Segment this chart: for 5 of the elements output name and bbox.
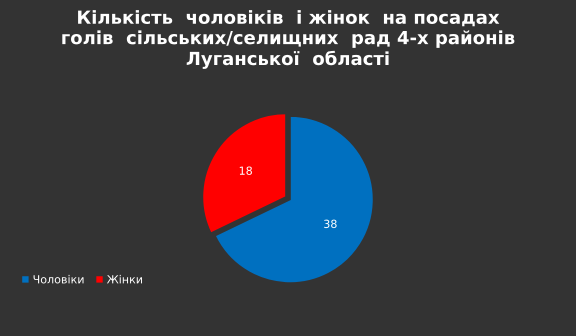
data-label: 38 (324, 220, 337, 228)
data-label: 18 (240, 166, 252, 175)
legend-label: Жінки (106, 274, 142, 284)
legend-label: Чоловіки (34, 274, 84, 284)
chart-title: Кількість чоловіків і жінок на посадах голів сільських/селищних рад 4-х районів Луганської області (62, 10, 514, 69)
